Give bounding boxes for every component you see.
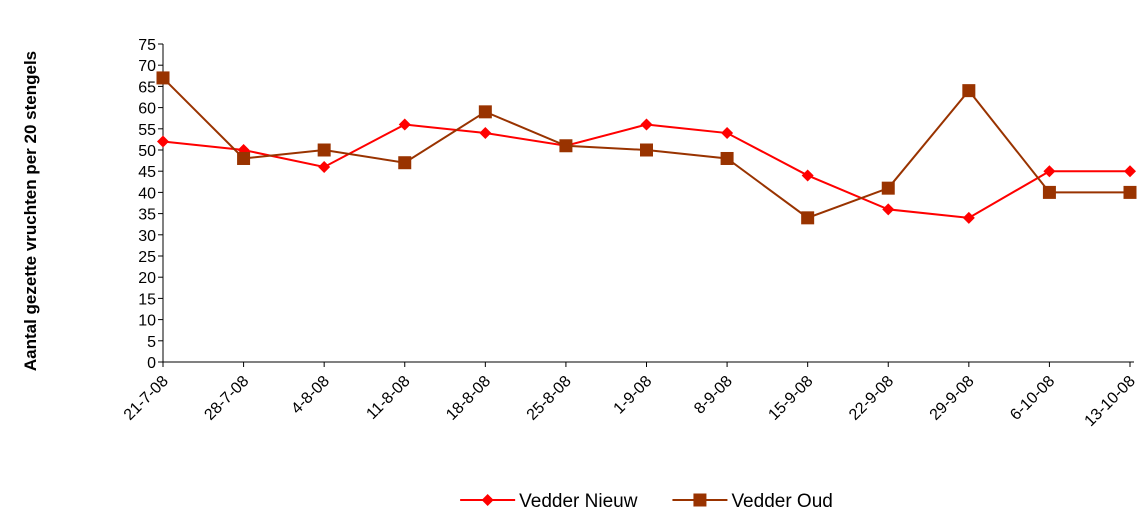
y-tick-label: 65 [138, 79, 156, 96]
data-point [398, 156, 412, 170]
legend: Vedder Nieuw Vedder Oud [460, 491, 833, 512]
data-point [640, 143, 653, 157]
y-tick-label: 60 [138, 101, 156, 118]
data-point [1042, 185, 1056, 199]
x-tick-label: 8-9-08 [691, 373, 736, 418]
data-point [801, 211, 815, 225]
y-tick-label: 45 [138, 164, 156, 181]
data-point [801, 169, 814, 182]
y-tick-label: 10 [138, 313, 156, 330]
y-tick-label: 70 [138, 58, 156, 75]
data-point [157, 135, 169, 148]
y-tick-label: 25 [138, 249, 156, 266]
x-tick-label: 1-9-08 [611, 373, 656, 418]
x-tick-label: 13-10-08 [1082, 373, 1137, 430]
data-point [559, 139, 573, 153]
data-point [640, 118, 653, 131]
x-tick-label: 22-9-08 [846, 373, 897, 424]
data-point [962, 211, 975, 224]
legend-label: Vedder Oud [731, 491, 832, 512]
data-point [882, 203, 895, 216]
legend-marker [481, 494, 494, 506]
data-point [1124, 165, 1136, 178]
data-point [237, 151, 251, 165]
data-point [962, 84, 976, 98]
legend-marker [693, 493, 707, 507]
x-tick-label: 18-8-08 [443, 373, 494, 424]
x-tick-label: 6-10-08 [1007, 373, 1058, 424]
y-tick-label: 5 [147, 334, 156, 351]
data-point [478, 105, 492, 119]
data-point [318, 160, 331, 173]
y-tick-label: 0 [147, 355, 156, 372]
data-point [720, 151, 734, 165]
y-tick-label: 75 [138, 37, 156, 54]
y-tick-label: 20 [138, 270, 156, 287]
legend-label: Vedder Nieuw [519, 491, 638, 512]
data-point [317, 143, 331, 157]
x-tick-label: 28-7-08 [201, 373, 252, 424]
y-tick-label: 55 [138, 122, 156, 139]
data-point [398, 118, 411, 131]
data-point [1123, 185, 1137, 199]
data-point [156, 71, 170, 85]
x-tick-label: 4-8-08 [288, 373, 333, 418]
y-tick-label: 40 [138, 185, 156, 202]
data-point [881, 181, 895, 195]
y-tick-label: 50 [138, 143, 156, 160]
x-tick-label: 29-9-08 [927, 373, 978, 424]
x-tick-label: 21-7-08 [121, 373, 172, 424]
y-tick-label: 15 [138, 291, 156, 308]
data-point [479, 127, 492, 140]
data-point [1043, 165, 1056, 178]
data-point [721, 127, 734, 140]
x-tick-label: 15-9-08 [765, 373, 816, 424]
series-line [162, 123, 1130, 219]
y-axis-label: Aantal gezette vruchten per 20 stengels [21, 50, 40, 372]
y-tick-label: 30 [138, 228, 156, 245]
x-tick-label: 11-8-08 [363, 373, 413, 423]
y-tick-label: 35 [138, 207, 156, 224]
x-tick-label: 25-8-08 [524, 373, 575, 424]
